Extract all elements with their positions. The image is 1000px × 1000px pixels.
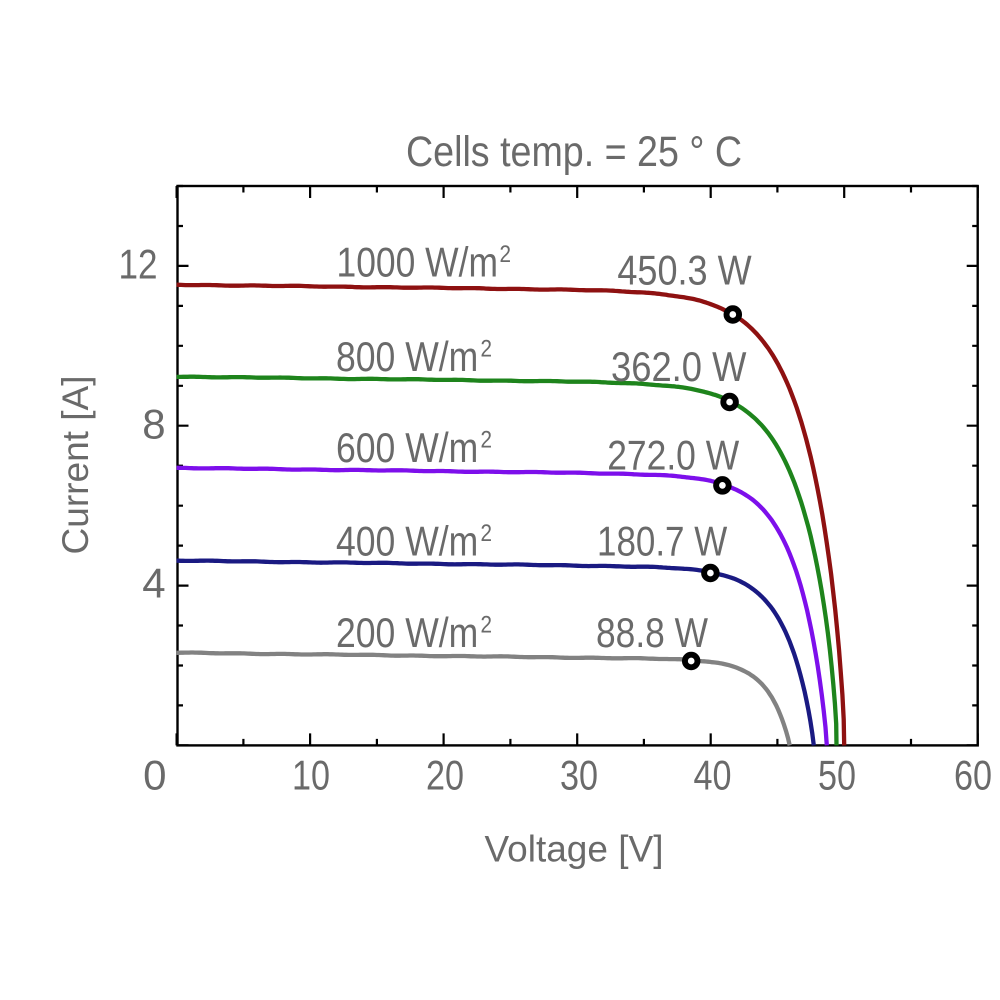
svg-text:Voltage [V]: Voltage [V] — [485, 828, 664, 870]
svg-text:2: 2 — [481, 612, 493, 639]
svg-text:2: 2 — [481, 427, 493, 454]
svg-text:88.8 W: 88.8 W — [596, 609, 708, 656]
svg-text:450.3 W: 450.3 W — [617, 246, 751, 293]
svg-text:Cells temp. = 25 ° C: Cells temp. = 25 ° C — [406, 128, 742, 176]
svg-text:10: 10 — [292, 752, 330, 799]
svg-text:400 W/m: 400 W/m — [336, 518, 478, 565]
svg-text:2: 2 — [481, 520, 493, 547]
svg-text:60: 60 — [954, 752, 992, 799]
svg-text:20: 20 — [426, 752, 464, 799]
svg-text:180.7 W: 180.7 W — [597, 518, 727, 565]
svg-text:50: 50 — [818, 752, 856, 799]
svg-text:362.0 W: 362.0 W — [611, 343, 747, 390]
svg-text:4: 4 — [142, 559, 165, 606]
svg-text:2: 2 — [500, 241, 512, 268]
svg-text:272.0 W: 272.0 W — [607, 432, 739, 479]
svg-text:2: 2 — [481, 336, 493, 363]
svg-text:30: 30 — [560, 752, 598, 799]
svg-text:1000 W/m: 1000 W/m — [337, 239, 499, 286]
svg-text:800 W/m: 800 W/m — [336, 333, 478, 380]
svg-text:200 W/m: 200 W/m — [336, 609, 478, 656]
svg-text:Current [A]: Current [A] — [54, 376, 96, 555]
svg-text:40: 40 — [694, 752, 732, 799]
svg-text:0: 0 — [143, 752, 166, 799]
svg-text:8: 8 — [142, 400, 165, 447]
svg-text:12: 12 — [119, 240, 158, 287]
svg-text:600 W/m: 600 W/m — [336, 424, 478, 471]
